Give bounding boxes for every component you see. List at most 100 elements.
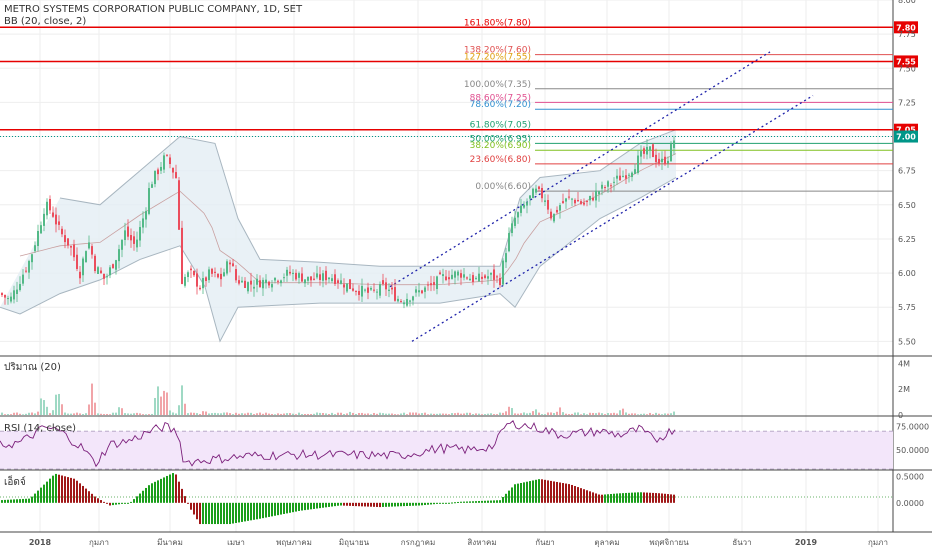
volume-bar <box>280 413 282 415</box>
candle-body <box>454 271 456 278</box>
volume-bar <box>130 413 132 415</box>
volume-bar <box>439 413 441 415</box>
volume-bar <box>205 411 207 415</box>
price-tick-label: 8.00 <box>898 0 916 5</box>
candle-body <box>169 157 171 165</box>
macd-bar <box>490 500 492 503</box>
macd-bar <box>370 502 372 507</box>
volume-bar <box>298 412 300 415</box>
volume-bar <box>538 412 540 415</box>
volume-bar <box>37 411 39 415</box>
macd-bar <box>475 501 477 503</box>
volume-bar <box>586 414 588 415</box>
macd-bar <box>199 502 201 525</box>
candle-body <box>412 296 414 301</box>
macd-bar <box>247 502 249 521</box>
macd-bar <box>232 502 234 524</box>
volume-bar <box>580 414 582 415</box>
macd-bar <box>565 483 567 503</box>
candle-body <box>520 205 522 213</box>
candle-body <box>478 273 480 282</box>
candle-body <box>448 277 450 280</box>
candle-body <box>25 270 27 272</box>
candle-body <box>487 276 489 279</box>
volume-bar <box>355 413 357 415</box>
candle-body <box>445 276 447 281</box>
macd-bar <box>214 502 216 525</box>
candle-body <box>403 302 405 305</box>
candle-body <box>256 278 258 285</box>
macd-bar <box>283 502 285 514</box>
volume-bar <box>331 412 333 415</box>
candle-body <box>334 274 336 284</box>
volume-bar <box>658 413 660 415</box>
volume-bar <box>136 412 138 415</box>
macd-bar <box>43 484 45 503</box>
volume-bar <box>118 407 120 415</box>
candle-body <box>148 188 150 214</box>
macd-bar <box>262 502 264 519</box>
volume-bar <box>151 413 153 415</box>
volume-bar <box>79 413 81 415</box>
volume-bar <box>604 414 606 415</box>
macd-bar <box>613 493 615 503</box>
macd-bar <box>577 487 579 503</box>
candle-body <box>457 271 459 276</box>
volume-bar <box>154 397 156 415</box>
volume-bar <box>532 411 534 415</box>
candle-body <box>649 146 651 151</box>
volume-bar <box>73 413 75 415</box>
macd-bar <box>601 494 603 503</box>
volume-bar <box>172 412 174 415</box>
macd-bar <box>349 502 351 506</box>
candle-body <box>70 246 72 248</box>
macd-bar <box>253 502 255 520</box>
macd-bar <box>151 483 153 503</box>
candle-body <box>208 269 210 281</box>
macd-bar <box>130 501 132 503</box>
macd-bar <box>307 502 309 510</box>
volume-bar <box>67 413 69 415</box>
candle-body <box>214 271 216 273</box>
macd-bar <box>190 502 192 510</box>
volume-label: ปริมาณ (20) <box>4 362 61 373</box>
macd-bar <box>652 492 654 503</box>
volume-bar <box>283 413 285 415</box>
candle-body <box>583 202 585 205</box>
macd-bar <box>334 502 336 507</box>
volume-bar <box>442 413 444 415</box>
volume-bar <box>307 413 309 415</box>
macd-bar <box>244 502 246 522</box>
volume-bar <box>673 411 675 415</box>
volume-bar <box>256 413 258 415</box>
macd-bar <box>454 502 456 504</box>
macd-bar <box>46 481 48 503</box>
candle-body <box>307 276 309 281</box>
volume-bar <box>241 413 243 415</box>
macd-bar <box>295 502 297 512</box>
candle-body <box>556 209 558 213</box>
candle-body <box>598 191 600 195</box>
macd-bar <box>661 493 663 503</box>
volume-bar <box>556 411 558 415</box>
macd-bar <box>595 493 597 503</box>
price-tick-label: 6.00 <box>898 269 916 278</box>
candle-body <box>247 282 249 292</box>
candle-body <box>166 154 168 156</box>
volume-bar <box>397 414 399 415</box>
macd-bar <box>97 498 99 503</box>
candle-body <box>331 278 333 282</box>
macd-bar <box>139 493 141 503</box>
fib-label: 127.20%(7.55) <box>464 52 531 62</box>
candle-body <box>10 296 12 302</box>
volume-bar <box>499 412 501 415</box>
macd-bar <box>34 493 36 503</box>
candle-body <box>427 284 429 286</box>
volume-bar <box>97 413 99 415</box>
candle-body <box>511 223 513 234</box>
candle-body <box>550 211 552 219</box>
volume-bar <box>385 413 387 415</box>
macd-bar <box>121 502 123 504</box>
candle-body <box>547 200 549 210</box>
